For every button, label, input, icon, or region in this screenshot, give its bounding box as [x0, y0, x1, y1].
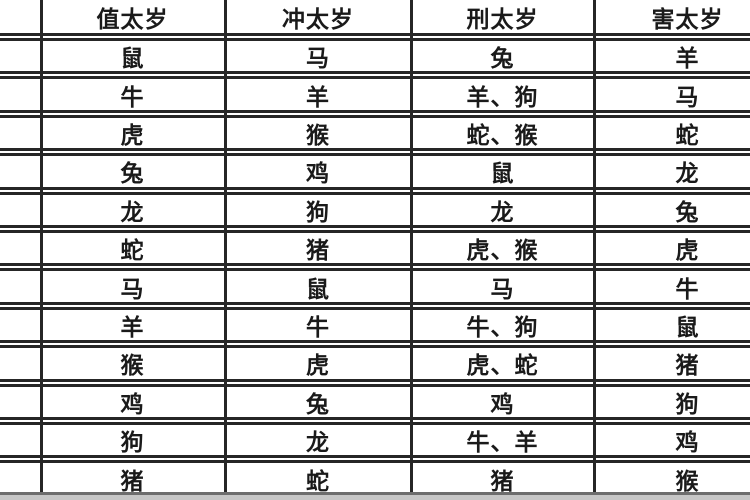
row-stub-cell: [0, 41, 40, 71]
table-cell: 龙: [120, 199, 145, 226]
table-vertical-line: [40, 0, 43, 496]
column-header-chong-taisui: 冲太岁: [282, 6, 354, 33]
table-row-ox: 牛 羊 羊、狗 马: [0, 71, 750, 111]
table-cell: 牛: [306, 314, 330, 341]
table-cell: 猪: [675, 353, 700, 380]
column-header-hai-taisui: 害太岁: [651, 6, 724, 33]
table-cell: 猪: [490, 468, 515, 495]
table-cell: 鼠: [675, 314, 700, 341]
row-stub-cell: [0, 271, 40, 301]
table-cell: 鸡: [490, 391, 515, 418]
table-cell: 蛇: [306, 468, 330, 495]
table-row-snake: 蛇 猪 虎、猴 虎: [0, 224, 750, 265]
table-cell: 鼠: [490, 161, 515, 188]
table-cell: 马: [675, 84, 700, 111]
table-cell: 羊、狗: [466, 84, 539, 111]
table-cell: 虎: [120, 122, 145, 149]
page-bottom-band: [0, 495, 750, 500]
table-cell: 羊: [675, 46, 700, 73]
table-cell: 鼠: [306, 276, 330, 303]
table-cell: 鸡: [675, 430, 700, 457]
table-row-dragon: 龙 狗 龙 兔: [0, 186, 750, 226]
table-cell: 猴: [306, 122, 330, 149]
table-vertical-line: [410, 0, 413, 496]
table-cell: 虎、猴: [466, 238, 539, 265]
table-cell: 龙: [675, 161, 700, 188]
table-cell: 蛇: [675, 122, 700, 149]
table-row-goat: 羊 牛 牛、狗 鼠: [0, 301, 750, 341]
table-cell: 猪: [120, 468, 145, 495]
table-cell: 猪: [306, 238, 330, 265]
table-cell: 狗: [675, 391, 700, 418]
table-cell: 蛇、猴: [466, 122, 539, 149]
row-stub-cell: [0, 387, 40, 417]
table-cell: 兔: [306, 391, 330, 418]
row-stub-cell: [0, 233, 40, 263]
row-stub-cell: [0, 195, 40, 225]
table-header-row: 值太岁 冲太岁 刑太岁 害太岁: [0, 0, 750, 33]
column-header-xing-taisui: 刑太岁: [466, 6, 539, 33]
table-cell: 猴: [675, 468, 700, 495]
table-vertical-line: [593, 0, 596, 496]
table-cell: 牛、羊: [466, 430, 539, 457]
table-cell: 蛇: [120, 238, 145, 265]
table-bottom-edge: [0, 492, 750, 495]
row-stub-cell: [0, 348, 40, 378]
table-cell: 狗: [306, 199, 330, 226]
table-cell: 马: [306, 46, 330, 73]
table-cell: 牛、狗: [466, 314, 539, 341]
table-cell: 兔: [490, 46, 515, 73]
table-vertical-line: [224, 0, 227, 496]
table-cell: 虎: [306, 353, 330, 380]
table-cell: 虎: [675, 238, 700, 265]
table-cell: 兔: [120, 161, 145, 188]
table-row-rooster: 鸡 兔 鸡 狗: [0, 378, 750, 418]
row-stub-cell: [0, 310, 40, 340]
column-header-zhi-taisui: 值太岁: [96, 6, 169, 33]
row-stub-cell: [0, 425, 40, 455]
table-row-monkey: 猴 虎 虎、蛇 猪: [0, 340, 750, 380]
table-cell: 狗: [120, 430, 145, 457]
table-cell: 牛: [120, 84, 145, 111]
table-cell: 鸡: [120, 391, 145, 418]
table-cell: 马: [120, 276, 145, 303]
table-cell: 鼠: [120, 46, 145, 73]
table-row-rabbit: 兔 鸡 鼠 龙: [0, 148, 750, 188]
table-cell: 牛: [675, 276, 700, 303]
row-stub-cell: [0, 463, 40, 493]
table-cell: 龙: [306, 430, 330, 457]
row-stub-cell: [0, 118, 40, 148]
table-cell: 马: [490, 276, 515, 303]
table-cell: 虎、蛇: [466, 353, 539, 380]
table-row-tiger: 虎 猴 蛇、猴 蛇: [0, 109, 750, 149]
table-row-horse: 马 鼠 马 牛: [0, 263, 750, 303]
table-cell: 龙: [490, 199, 515, 226]
table-cell: 羊: [306, 84, 330, 111]
table-cell: 兔: [675, 199, 700, 226]
row-stub-cell: [0, 156, 40, 186]
table-cell: 羊: [120, 314, 145, 341]
table-row-rat: 鼠 马 兔 羊: [0, 33, 750, 73]
table-cell: 猴: [120, 353, 145, 380]
table-row-pig: 猪 蛇 猪 猴: [0, 455, 750, 495]
row-stub-cell: [0, 79, 40, 109]
table-row-dog: 狗 龙 牛、羊 鸡: [0, 416, 750, 457]
header-stub-cell: [0, 0, 40, 33]
table-cell: 鸡: [306, 161, 330, 188]
